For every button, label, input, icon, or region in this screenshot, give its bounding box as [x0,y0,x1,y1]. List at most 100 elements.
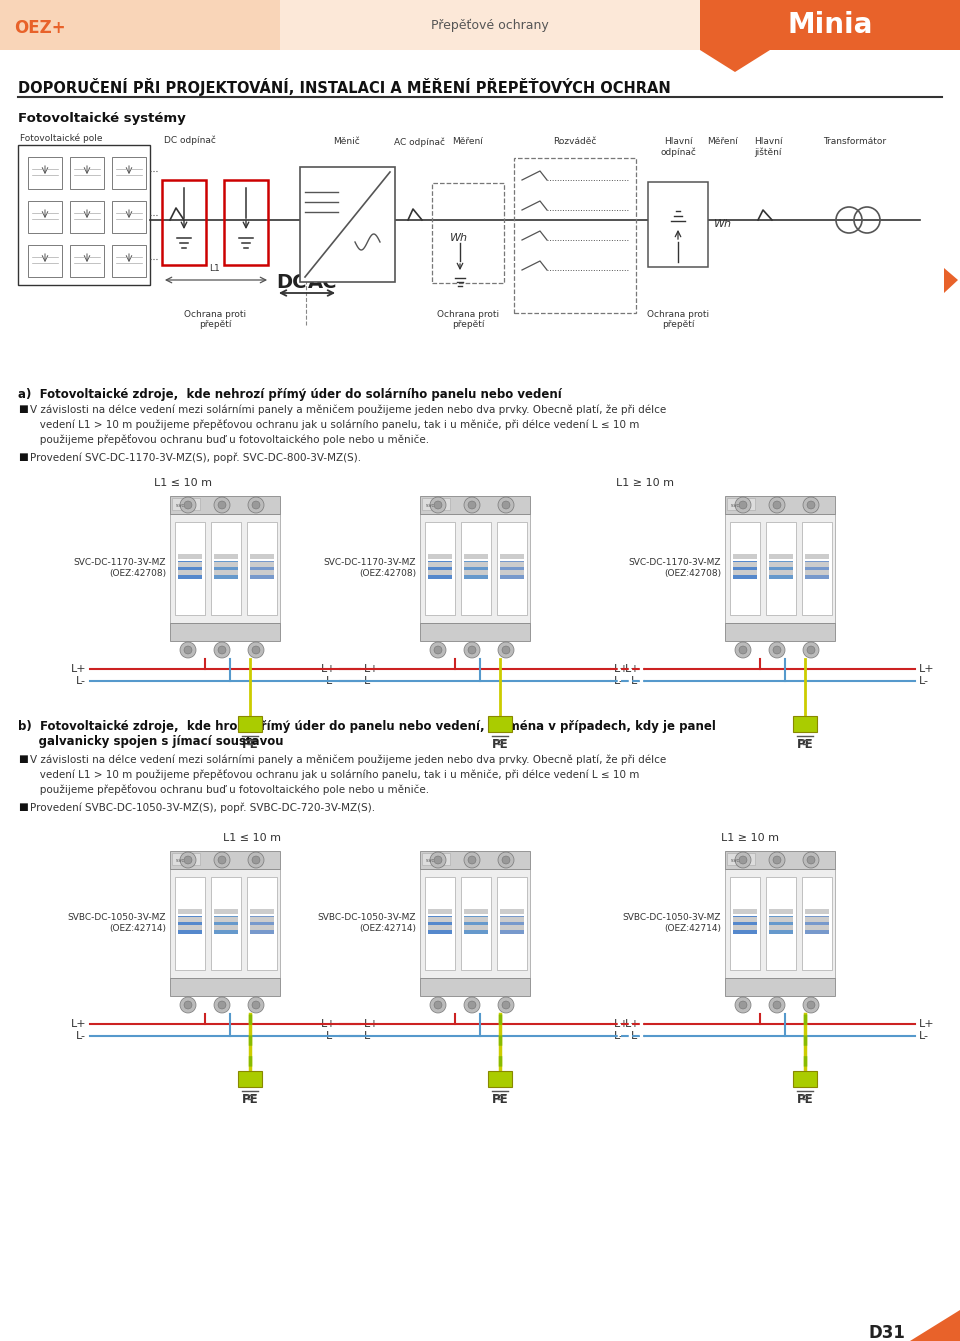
Bar [802,522,832,616]
Bar [178,925,202,931]
Bar [214,916,238,933]
Bar [733,925,757,931]
Bar [733,917,757,923]
Bar [428,570,452,575]
Circle shape [184,1000,192,1008]
Bar [464,917,488,923]
Bar [250,909,274,915]
Bar [420,624,530,641]
Text: L+: L+ [625,1019,641,1029]
Bar [725,978,835,996]
Circle shape [735,642,751,658]
Bar [497,877,527,970]
Text: Transformátor: Transformátor [824,137,887,146]
Bar [432,182,504,283]
Bar [464,570,488,575]
Text: DC odpínač: DC odpínač [164,135,216,145]
Bar [428,562,452,567]
Bar [461,522,491,616]
Circle shape [498,996,514,1012]
Bar [464,554,488,559]
Text: L+: L+ [364,1019,379,1029]
Circle shape [218,1000,226,1008]
Polygon shape [944,268,958,292]
Bar [725,624,835,641]
Bar [28,245,62,278]
Bar [428,554,452,559]
Circle shape [468,646,476,654]
Text: L-: L- [76,1031,86,1041]
Circle shape [773,646,781,654]
Bar [250,562,274,567]
Text: galvanicky spojen s jímací soustavou: galvanicky spojen s jímací soustavou [18,735,283,748]
Text: L+: L+ [321,664,336,675]
Text: SVC-DC-1170-3V-MZ
(OEZ:42708): SVC-DC-1170-3V-MZ (OEZ:42708) [74,558,166,578]
Circle shape [803,996,819,1012]
Bar [514,158,636,312]
Text: Provedení SVC-DC-1170-3V-MZ(S), popř. SVC-DC-800-3V-MZ(S).: Provedení SVC-DC-1170-3V-MZ(S), popř. SV… [30,452,361,463]
Circle shape [807,856,815,864]
Text: L-: L- [326,676,336,687]
Circle shape [214,852,230,868]
Bar [769,917,793,923]
Bar [727,498,755,510]
Circle shape [248,498,264,514]
Circle shape [468,856,476,864]
Circle shape [773,856,781,864]
Bar [793,716,817,732]
Bar [250,570,274,575]
Bar [428,561,452,579]
Circle shape [248,642,264,658]
Text: Měření: Měření [708,137,738,146]
Circle shape [184,502,192,510]
Bar [214,554,238,559]
Circle shape [502,1000,510,1008]
Bar [733,561,757,579]
Circle shape [252,1000,260,1008]
Circle shape [807,646,815,654]
Bar [18,145,150,286]
Text: Provedení SVBC-DC-1050-3V-MZ(S), popř. SVBC-DC-720-3V-MZ(S).: Provedení SVBC-DC-1050-3V-MZ(S), popř. S… [30,802,375,813]
Circle shape [735,996,751,1012]
Text: PE: PE [492,738,508,751]
Circle shape [430,498,446,514]
Text: L+: L+ [919,1019,935,1029]
Bar [725,869,835,978]
Bar [725,496,835,514]
Bar [769,909,793,915]
Bar [730,877,760,970]
Bar [802,877,832,970]
Text: PE: PE [492,1093,508,1106]
Bar [112,157,146,189]
Text: L-: L- [364,676,374,687]
Text: D31: D31 [868,1324,905,1341]
Text: a)  Fotovoltaické zdroje,  kde nehrozí přímý úder do solárního panelu nebo veden: a) Fotovoltaické zdroje, kde nehrozí pří… [18,388,562,401]
Bar [247,877,277,970]
Circle shape [464,498,480,514]
Text: Wh: Wh [714,219,732,229]
Text: AC odpínač: AC odpínač [395,137,445,146]
Bar [805,925,829,931]
Bar [170,869,280,978]
Circle shape [248,996,264,1012]
Bar [733,909,757,915]
Bar [500,562,524,567]
Circle shape [180,642,196,658]
Text: AC: AC [308,274,338,292]
Bar [420,514,530,624]
Circle shape [184,856,192,864]
Bar [428,916,452,933]
Bar [170,852,280,869]
Bar [428,909,452,915]
Bar [805,909,829,915]
Circle shape [498,642,514,658]
Bar [733,570,757,575]
Circle shape [735,852,751,868]
Bar [464,925,488,931]
Circle shape [468,502,476,510]
Text: L-: L- [364,1031,374,1041]
Bar [464,562,488,567]
Bar [170,624,280,641]
Circle shape [184,646,192,654]
Text: SVC-DC-1170-3V-MZ
(OEZ:42708): SVC-DC-1170-3V-MZ (OEZ:42708) [629,558,721,578]
